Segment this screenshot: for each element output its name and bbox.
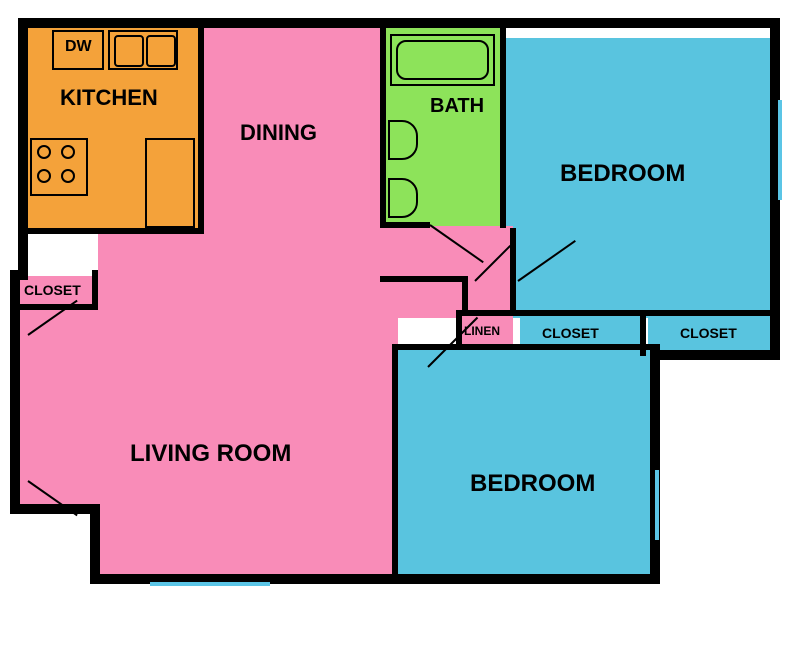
wall-outer [90,504,100,584]
fixture-toilet [388,120,418,160]
fixture-bathsink [388,178,418,218]
wall-inner [28,228,204,234]
label-bedroom2: BEDROOM [470,470,595,498]
label-bedroom1: BEDROOM [560,160,685,188]
stove-burner [61,145,75,159]
stove-burner [61,169,75,183]
wall-outer [10,504,100,514]
wall-inner [18,304,98,310]
label-linen: LINEN [464,324,500,338]
wall-inner [462,276,468,316]
label-dining: DINING [240,120,317,146]
wall-outer [650,348,660,584]
window [778,100,782,200]
room-hall [383,226,513,318]
label-kitchen: KITCHEN [60,85,158,111]
room-bedroom2 [398,348,658,582]
wall-inner [392,344,660,350]
label-bed1closet2: CLOSET [680,325,737,341]
wall-inner [510,228,516,316]
wall-inner [392,344,398,580]
wall-outer [18,18,778,28]
sink-basin [146,35,176,67]
room-entry [18,308,98,508]
label-closet: CLOSET [24,282,81,298]
wall-inner [380,276,468,282]
wall-outer [390,574,660,584]
label-bed2closet1: CLOSET [542,325,599,341]
label-dishwasher: DW [65,38,92,56]
room-living [98,233,398,582]
wall-inner [198,28,204,233]
stove-burner [37,145,51,159]
window [655,470,659,540]
label-living: LIVING ROOM [130,440,291,468]
wall-inner [380,222,430,228]
tub-inner [396,40,489,80]
fixture-counter [145,138,195,228]
sink-basin [114,35,144,67]
wall-inner [500,28,506,228]
stove-burner [37,169,51,183]
wall-outer [650,350,780,360]
wall-outer [18,18,28,276]
wall-inner [380,28,386,228]
floorplan-canvas: KITCHEN DINING BATH BEDROOM CLOSET LIVING ROO… [0,0,800,650]
window [150,582,270,586]
label-bath: BATH [430,95,484,118]
